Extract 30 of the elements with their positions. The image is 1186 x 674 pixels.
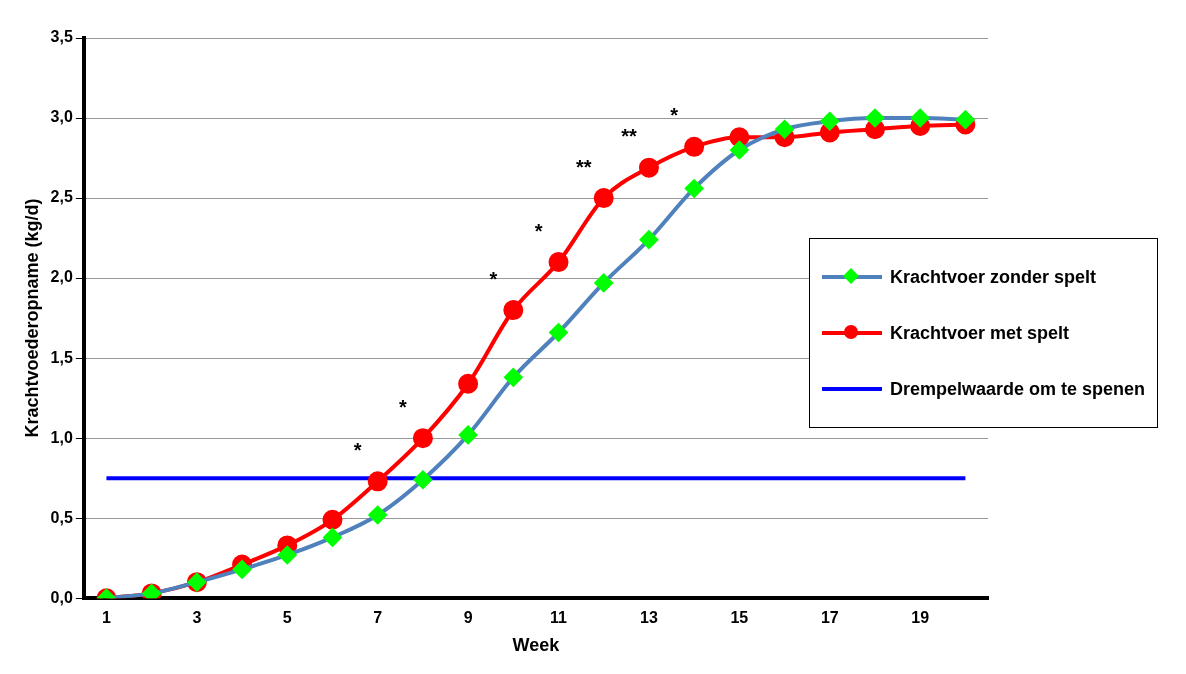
x-tick-label: 5 [282,609,292,627]
y-tick-label: 1,5 [50,348,73,366]
y-tick-label: 2,5 [50,188,73,206]
y-tick-label: 2,0 [50,268,73,286]
y-axis-title: Krachtvoederopname (kg/d) [21,198,42,438]
legend-label: Krachtvoer zonder spelt [889,266,1096,288]
x-tick-label: 13 [640,609,658,627]
legend-label: Krachtvoer met spelt [889,322,1069,344]
annotation: ** [575,155,592,178]
annotation: * [399,395,407,418]
x-tick-label: 19 [911,609,930,627]
x-tick-label: 3 [192,609,202,627]
y-tick-label: 0,0 [50,588,73,606]
annotation: * [670,104,679,127]
annotation: * [489,267,498,290]
x-tick-label: 7 [373,609,383,627]
annotation: ** [621,125,637,148]
x-tick-label: 9 [463,609,473,627]
y-tick-label: 3,0 [50,108,73,126]
x-tick-label: 11 [550,609,568,627]
x-tick-label: 17 [820,609,839,627]
x-tick-label: 1 [101,609,111,627]
y-tick-label: 0,5 [50,508,73,526]
legend-label: Drempelwaarde om te spenen [889,378,1145,400]
y-tick-label: 3,5 [50,28,73,46]
y-tick-label: 1,0 [50,428,73,446]
x-axis-title: Week [512,635,561,656]
x-tick-label: 15 [730,609,749,627]
annotation: * [534,219,543,242]
annotation: * [353,438,362,461]
